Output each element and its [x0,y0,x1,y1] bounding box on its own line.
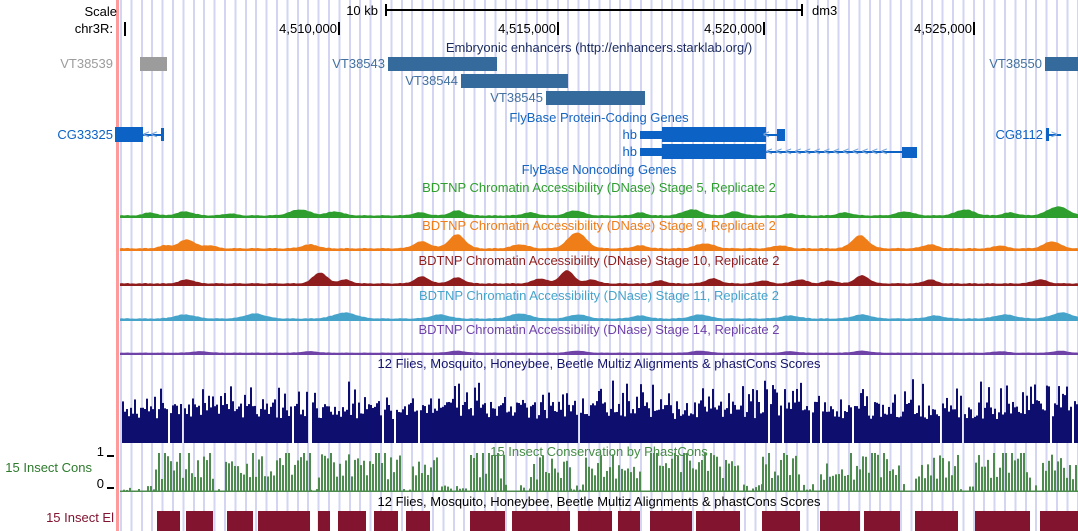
insect-element-block[interactable] [406,511,430,531]
phastcons-histogram[interactable] [120,452,1078,492]
scale-ruler-bar [385,9,803,11]
enhancer-label-VT38543[interactable]: VT38543 [332,56,385,71]
enhancer-box-VT38550[interactable] [1045,57,1078,71]
enhancer-box-VT38543[interactable] [388,57,497,71]
phastcons-axis-min-tick [107,487,114,489]
gene-intron-line-hb [766,134,778,136]
gene-label-hb[interactable]: hb [622,144,637,159]
dnase-signal-2[interactable] [120,264,1078,286]
chromosome-tick [124,22,126,36]
insect-element-block[interactable] [820,511,860,531]
gene-exon-hb[interactable] [777,129,785,141]
insect-element-block[interactable] [618,511,640,531]
coordinate-tick [338,22,340,35]
gene-exon-hb[interactable] [640,131,662,139]
protein-coding-track-title[interactable]: FlyBase Protein-Coding Genes [509,110,689,125]
enhancer-label-VT38545[interactable]: VT38545 [490,90,543,105]
gene-strand-arrows-hb: <<<<<<<<<<<<< [766,146,891,158]
insect-element-block[interactable] [258,511,310,531]
insect-element-block[interactable] [227,511,253,531]
insect-element-block[interactable] [374,511,398,531]
insect-element-block[interactable] [762,511,800,531]
dnase-stage5-title[interactable]: BDTNP Chromatin Accessibility (DNase) St… [422,180,776,195]
scale-ruler-right-tick [801,4,803,16]
dnase-signal-4[interactable] [120,339,1078,355]
insect-element-block[interactable] [915,511,958,531]
dnase-stage9-title[interactable]: BDTNP Chromatin Accessibility (DNase) St… [422,218,776,233]
enhancer-box-VT38539[interactable] [140,57,167,71]
gene-intron-line-CG8112 [1047,134,1061,136]
highlight-marker-line [116,0,119,531]
scale-label: Scale [84,4,117,19]
gene-label-hb[interactable]: hb [622,127,637,142]
gene-strand-arrows-CG8112: > [1051,129,1063,141]
insect-el-left-label: 15 Insect El [46,510,114,525]
scale-ruler-left-tick [385,4,387,16]
insect-element-block[interactable] [318,511,330,531]
insect-element-block[interactable] [338,511,366,531]
insect-element-block[interactable] [975,511,1030,531]
insect-element-block[interactable] [157,511,180,531]
gene-exon-hb[interactable] [662,127,766,142]
coordinate-label: 4,510,000 [279,21,337,36]
dnase-signal-0[interactable] [120,196,1078,218]
insect-element-block[interactable] [1040,511,1078,531]
insect-element-block[interactable] [512,511,570,531]
phastcons-axis-min: 0 [96,476,104,491]
insect-element-block[interactable] [696,511,740,531]
coordinate-tick [763,22,765,35]
dnase-stage14-title[interactable]: BDTNP Chromatin Accessibility (DNase) St… [418,322,780,337]
gene-intron-line-CG33325 [143,134,163,136]
gene-label-CG33325[interactable]: CG33325 [57,127,113,142]
gene-strand-arrows-CG33325: << [143,129,159,141]
insect-element-block[interactable] [650,511,692,531]
multiz-signal[interactable] [120,373,1078,443]
enhancer-label-VT38539[interactable]: VT38539 [60,56,113,71]
gene-exon-hb[interactable] [662,144,766,159]
enhancer-label-VT38550[interactable]: VT38550 [989,56,1042,71]
insect-element-block[interactable] [864,511,900,531]
phastcons-left-label: 15 Insect Cons [5,460,92,475]
coordinate-label: 4,520,000 [704,21,762,36]
gene-strand-arrows-hb: < [763,129,775,141]
dnase-stage11-title[interactable]: BDTNP Chromatin Accessibility (DNase) St… [418,288,780,303]
multiz2-track-title[interactable]: 12 Flies, Mosquito, Honeybee, Beetle Mul… [377,494,821,509]
scale-ruler-label: 10 kb [346,3,378,18]
noncoding-track-title[interactable]: FlyBase Noncoding Genes [521,162,677,177]
phastcons-axis-max-tick [107,455,114,457]
chromosome-label: chr3R: [74,21,113,36]
gene-label-CG8112[interactable]: CG8112 [995,127,1043,142]
coordinate-label: 4,525,000 [914,21,972,36]
enhancer-box-VT38544[interactable] [461,74,568,88]
dnase-signal-1[interactable] [120,229,1078,251]
insect-element-block[interactable] [578,511,612,531]
assembly-label: dm3 [812,3,838,18]
enhancer-track-title[interactable]: Embryonic enhancers (http://enhancers.st… [445,40,753,55]
enhancer-label-VT38544[interactable]: VT38544 [405,73,458,88]
gene-exon-hb[interactable] [640,148,662,156]
insect-element-block[interactable] [186,511,213,531]
coordinate-label: 4,515,000 [498,21,556,36]
insect-element-block[interactable] [470,511,505,531]
dnase-signal-3[interactable] [120,299,1078,321]
enhancer-box-VT38545[interactable] [546,91,645,105]
gene-intron-line-hb [766,151,902,153]
coordinate-tick [973,22,975,35]
gene-exon-CG33325[interactable] [115,127,143,142]
coordinate-tick [557,22,559,35]
dnase-stage10-title[interactable]: BDTNP Chromatin Accessibility (DNase) St… [418,253,780,268]
phastcons-axis-max: 1 [96,444,104,459]
gene-exon-CG33325[interactable] [161,128,164,141]
multiz-track-title[interactable]: 12 Flies, Mosquito, Honeybee, Beetle Mul… [377,356,821,371]
gene-exon-hb[interactable] [902,147,917,158]
